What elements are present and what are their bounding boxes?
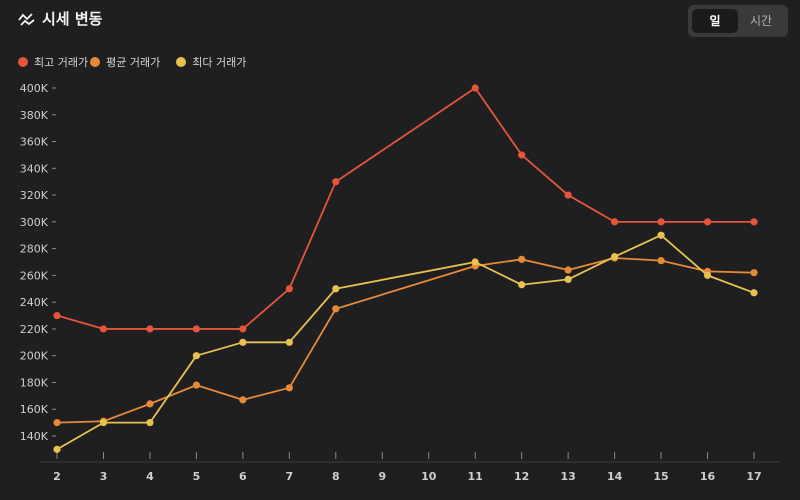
- data-point-0: [657, 218, 665, 226]
- data-point-0: [518, 151, 526, 159]
- y-tick-label: 160K: [20, 403, 49, 416]
- data-point-0: [239, 325, 247, 333]
- legend-item-mode[interactable]: 최다 거래가: [176, 54, 246, 70]
- legend-label-mode: 최다 거래가: [192, 56, 247, 69]
- data-point-2: [657, 231, 665, 239]
- y-tick-label: 140K: [20, 430, 49, 443]
- x-tick-label: 4: [146, 470, 154, 483]
- data-point-0: [703, 218, 712, 226]
- data-point-0: [750, 218, 758, 226]
- y-tick-label: 200K: [20, 350, 49, 363]
- y-tick-label: 340K: [20, 162, 49, 175]
- chart-header: 시세 변동: [18, 8, 102, 29]
- data-point-2: [611, 253, 619, 261]
- data-point-0: [332, 178, 340, 186]
- data-point-2: [564, 275, 572, 283]
- y-tick-label: 380K: [20, 109, 49, 122]
- y-tick-label: 220K: [20, 323, 49, 336]
- data-point-1: [657, 257, 665, 265]
- x-tick-label: 2: [53, 470, 61, 483]
- data-point-2: [146, 419, 154, 427]
- toggle-hour[interactable]: 시간: [749, 14, 773, 28]
- y-tick-label: 280K: [20, 243, 49, 256]
- x-tick-label: 7: [286, 470, 294, 483]
- data-point-1: [750, 269, 758, 277]
- toggle-day[interactable]: 일: [692, 9, 738, 33]
- chart-legend: 최고 거래가 평균 거래가 최다 거래가: [18, 54, 248, 70]
- x-tick-label: 16: [700, 470, 716, 483]
- series-line-0: [56, 87, 754, 330]
- x-tick-label: 10: [421, 470, 437, 483]
- data-point-2: [703, 271, 712, 279]
- x-tick-label: 8: [332, 470, 340, 483]
- data-point-2: [750, 289, 758, 297]
- data-point-2: [332, 285, 340, 293]
- data-point-2: [192, 352, 200, 360]
- data-point-1: [192, 381, 200, 389]
- legend-item-avg[interactable]: 평균 거래가: [90, 54, 160, 70]
- data-point-0: [192, 325, 200, 333]
- data-point-0: [99, 325, 108, 333]
- x-tick-label: 3: [100, 470, 108, 483]
- chart-title: 시세 변동: [42, 10, 103, 28]
- data-point-1: [564, 266, 572, 274]
- x-tick-label: 17: [746, 470, 761, 483]
- x-tick-label: 12: [514, 470, 529, 483]
- data-point-1: [285, 384, 293, 392]
- y-tick-label: 240K: [20, 296, 49, 309]
- y-tick-label: 360K: [20, 136, 49, 149]
- period-toggle[interactable]: 일 시간: [688, 5, 788, 37]
- y-tick-label: 300K: [20, 216, 49, 229]
- data-point-2: [471, 258, 479, 266]
- data-point-2: [239, 338, 247, 346]
- legend-dot-max: [18, 57, 28, 67]
- data-point-2: [99, 419, 108, 427]
- series-line-1: [56, 257, 755, 424]
- x-tick-label: 6: [239, 470, 247, 483]
- trend-icon: [18, 12, 35, 26]
- x-tick-label: 13: [560, 470, 575, 483]
- y-tick-label: 320K: [20, 189, 49, 202]
- data-point-0: [146, 325, 154, 333]
- data-point-0: [53, 311, 61, 320]
- data-point-0: [611, 218, 619, 226]
- legend-dot-avg: [90, 57, 101, 67]
- x-tick-label: 14: [607, 470, 623, 483]
- legend-label-avg: 평균 거래가: [106, 56, 161, 69]
- y-tick-label: 180K: [20, 376, 49, 389]
- data-point-1: [53, 419, 61, 427]
- data-point-1: [239, 396, 247, 404]
- x-tick-label: 15: [653, 470, 668, 483]
- legend-label-max: 최고 거래가: [34, 56, 89, 69]
- data-point-1: [332, 305, 340, 313]
- series-line-2: [56, 234, 755, 451]
- x-tick-label: 5: [193, 470, 201, 483]
- data-point-0: [285, 285, 293, 293]
- data-point-2: [285, 338, 293, 346]
- data-point-0: [564, 191, 572, 199]
- legend-dot-mode: [176, 57, 187, 67]
- y-tick-label: 260K: [20, 269, 49, 282]
- y-tick-label: 400K: [20, 82, 49, 95]
- x-tick-label: 9: [378, 470, 386, 483]
- data-point-2: [53, 445, 61, 453]
- data-point-0: [471, 84, 479, 92]
- x-tick-label: 11: [468, 470, 483, 483]
- data-point-2: [518, 281, 526, 289]
- legend-item-max[interactable]: 최고 거래가: [18, 54, 88, 70]
- data-point-1: [146, 400, 154, 408]
- data-point-1: [518, 255, 526, 263]
